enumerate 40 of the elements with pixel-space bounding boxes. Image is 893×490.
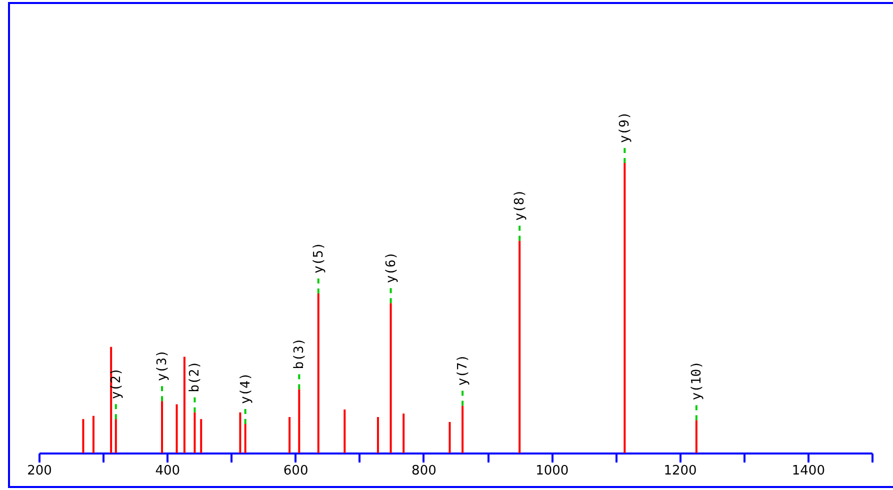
bar <box>518 240 521 453</box>
bar <box>161 401 164 453</box>
bar <box>176 404 178 453</box>
annotation: y(6) <box>384 252 399 284</box>
bar <box>239 412 242 453</box>
x-tick-label: 600 <box>283 464 308 478</box>
bar <box>624 163 626 453</box>
bar <box>114 419 117 453</box>
bar <box>244 424 246 453</box>
bar <box>194 412 196 453</box>
bar <box>344 410 346 453</box>
bar <box>82 419 84 453</box>
annotation: y(2) <box>108 368 124 400</box>
bar <box>200 419 202 453</box>
annotation: y(10) <box>689 361 704 400</box>
bar <box>695 420 698 453</box>
annotation: b(3) <box>292 338 308 370</box>
bar <box>448 422 451 453</box>
bar <box>183 356 186 453</box>
annotation: y(8) <box>512 189 528 221</box>
bar <box>317 294 320 453</box>
bar <box>402 414 405 453</box>
annotation: y(5) <box>311 242 326 274</box>
annotation: y(3) <box>155 350 170 382</box>
bar <box>462 406 464 453</box>
x-tick-label: 1400 <box>792 464 825 478</box>
bar <box>376 417 379 453</box>
bar <box>92 416 94 453</box>
annotation: y(9) <box>618 112 633 143</box>
x-tick-label: 800 <box>412 464 436 478</box>
x-tick-label: 200 <box>27 464 52 478</box>
bar <box>390 303 392 453</box>
x-tick-label: 1000 <box>536 464 569 478</box>
annotation: b(2) <box>188 361 203 392</box>
x-tick-label: 1200 <box>664 464 697 478</box>
bar <box>288 417 291 453</box>
annotation: y(4) <box>238 372 254 404</box>
bar <box>298 389 300 453</box>
x-tick-label: 400 <box>155 464 180 478</box>
annotation: y(7) <box>456 354 471 386</box>
